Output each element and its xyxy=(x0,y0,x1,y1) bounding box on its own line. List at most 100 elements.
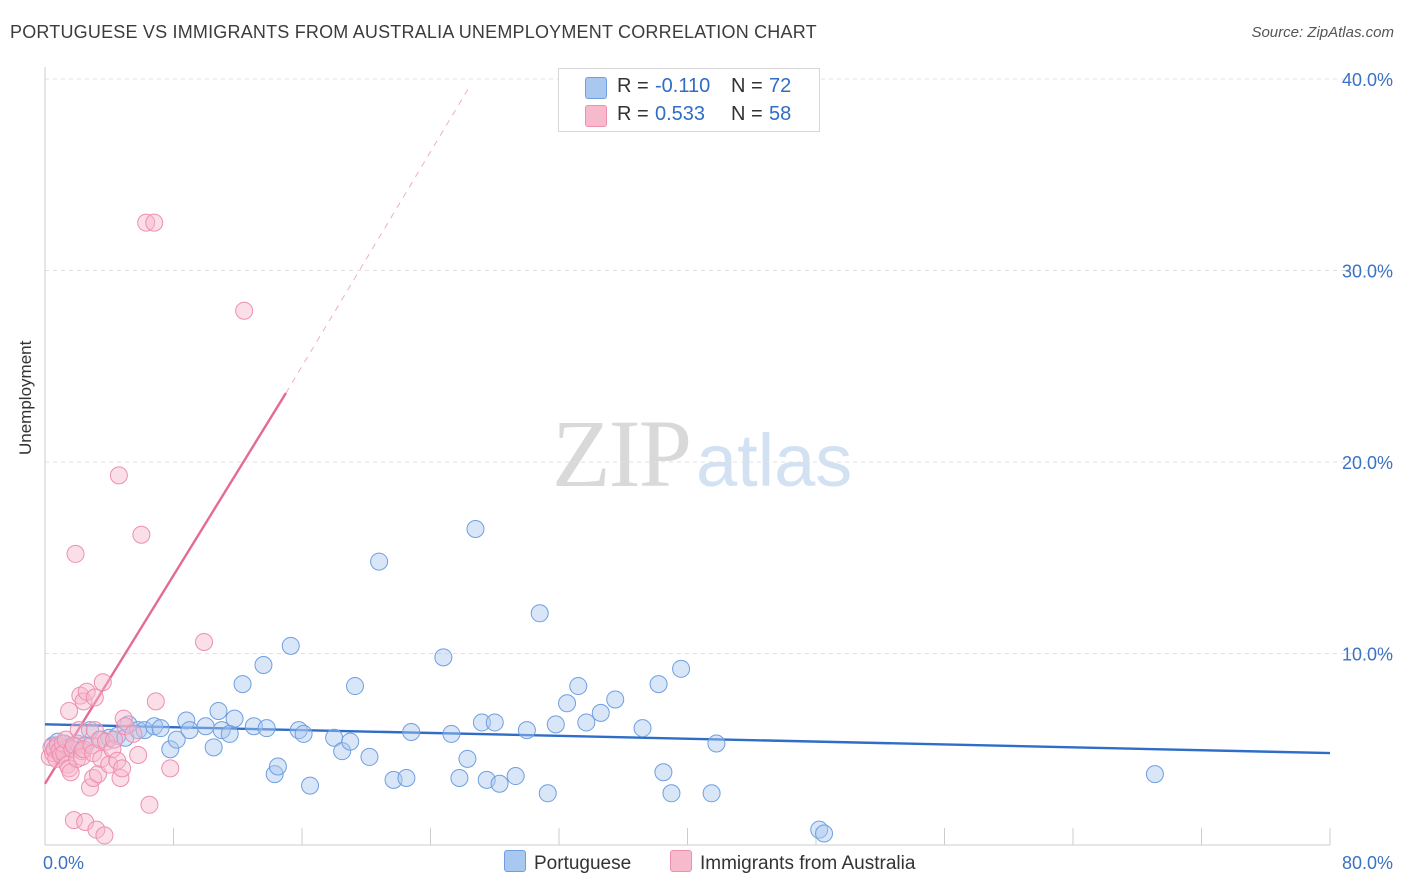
portuguese-point xyxy=(294,724,313,743)
portuguese-point xyxy=(485,713,504,732)
chart-title: PORTUGUESE VS IMMIGRANTS FROM AUSTRALIA … xyxy=(10,22,817,42)
portuguese-point xyxy=(135,721,154,740)
n-label: N = xyxy=(731,103,763,125)
portuguese-point xyxy=(341,732,360,751)
legend-row-portuguese: R = -0.110 N = 72 xyxy=(559,73,817,101)
portuguese-point xyxy=(254,655,273,674)
trend-line-1 xyxy=(43,392,287,785)
portuguese-point xyxy=(204,738,223,757)
watermark-zip: ZIP xyxy=(552,400,692,507)
portuguese-point xyxy=(196,717,215,736)
australia-point xyxy=(195,633,214,652)
portuguese-point xyxy=(466,520,485,539)
correlation-legend: R = -0.110 N = 72 R = 0.533 N = 58 xyxy=(558,68,820,132)
portuguese-point xyxy=(707,734,726,753)
australia-point xyxy=(60,701,79,720)
n-value: 58 xyxy=(769,103,792,125)
portuguese-point xyxy=(633,719,652,738)
watermark-atlas: atlas xyxy=(696,419,853,502)
portuguese-point xyxy=(434,648,453,667)
tick-labels: 10.0% 20.0% 30.0% 40.0% 0.0% 80.0% xyxy=(43,70,1393,873)
australia-point xyxy=(74,692,93,711)
portuguese-point xyxy=(649,675,668,694)
y-tick-label: 40.0% xyxy=(1342,70,1393,90)
portuguese-point xyxy=(577,713,596,732)
australia-point xyxy=(113,759,132,778)
portuguese-point xyxy=(177,711,196,730)
australia-point xyxy=(140,795,159,814)
r-value: -0.110 xyxy=(655,75,711,97)
australia-point xyxy=(145,213,164,232)
portuguese-point xyxy=(606,690,625,709)
legend-label-portuguese: Portuguese xyxy=(534,853,632,874)
portuguese-point xyxy=(672,659,691,678)
x-tick-label-max: 80.0% xyxy=(1342,853,1393,873)
australia-point xyxy=(69,721,88,740)
portuguese-point xyxy=(145,717,164,736)
australia-point xyxy=(161,759,180,778)
portuguese-point xyxy=(167,730,186,749)
portuguese-point xyxy=(506,767,525,786)
portuguese-point xyxy=(530,604,549,623)
portuguese-point xyxy=(1145,765,1164,784)
legend-item-portuguese[interactable]: Portuguese xyxy=(504,850,631,875)
portuguese-point xyxy=(458,749,477,768)
australia-point xyxy=(85,688,104,707)
legend-label-australia: Immigrants from Australia xyxy=(700,853,916,874)
portuguese-point xyxy=(815,824,834,843)
portuguese-point xyxy=(233,675,252,694)
portuguese-point xyxy=(220,724,239,743)
x-tick-label-min: 0.0% xyxy=(43,853,84,873)
portuguese-point xyxy=(702,784,721,803)
portuguese-point xyxy=(301,776,320,795)
portuguese-point xyxy=(225,709,244,728)
axes xyxy=(44,67,1331,846)
portuguese-point xyxy=(257,719,276,738)
portuguese-point xyxy=(591,703,610,722)
y-tick-label: 20.0% xyxy=(1342,453,1393,473)
watermark: ZIPatlas xyxy=(552,398,852,509)
australia-point xyxy=(93,673,112,692)
portuguese-point xyxy=(662,784,681,803)
source-credit: Source: ZipAtlas.com xyxy=(1251,24,1394,41)
r-value: 0.533 xyxy=(655,103,706,125)
portuguese-point xyxy=(569,677,588,696)
portuguese-point xyxy=(654,763,673,782)
australia-point xyxy=(105,730,124,749)
australia-point xyxy=(72,747,91,766)
portuguese-point xyxy=(281,636,300,655)
y-axis-label: Unemployment xyxy=(16,340,35,455)
data-points xyxy=(40,213,1164,845)
portuguese-point xyxy=(360,747,379,766)
n-label: N = xyxy=(731,75,763,97)
australia-point xyxy=(109,466,128,485)
legend-item-australia[interactable]: Immigrants from Australia xyxy=(670,850,915,875)
legend-swatch-australia xyxy=(670,850,692,872)
trend-line-0 xyxy=(44,723,1331,755)
portuguese-point xyxy=(209,701,228,720)
portuguese-point xyxy=(558,694,577,713)
portuguese-point xyxy=(517,721,536,740)
portuguese-point xyxy=(472,713,491,732)
portuguese-point xyxy=(370,552,389,571)
legend-row-australia: R = 0.533 N = 58 xyxy=(559,101,817,129)
australia-point xyxy=(124,724,143,743)
grid-lines xyxy=(45,78,1392,654)
r-label: R = xyxy=(617,103,649,125)
portuguese-point xyxy=(397,768,416,787)
portuguese-point xyxy=(151,719,170,738)
portuguese-point xyxy=(180,721,199,740)
australia-point xyxy=(103,740,122,759)
portuguese-point xyxy=(268,757,287,776)
legend-swatch-australia xyxy=(585,105,607,127)
australia-point xyxy=(146,692,165,711)
australia-point xyxy=(80,778,99,797)
trend-lines xyxy=(43,84,1331,785)
portuguese-point xyxy=(119,715,138,734)
australia-point xyxy=(64,811,83,830)
legend-swatch-portuguese xyxy=(504,850,526,872)
portuguese-point xyxy=(346,677,365,696)
australia-point xyxy=(111,768,130,787)
portuguese-point xyxy=(161,740,180,759)
